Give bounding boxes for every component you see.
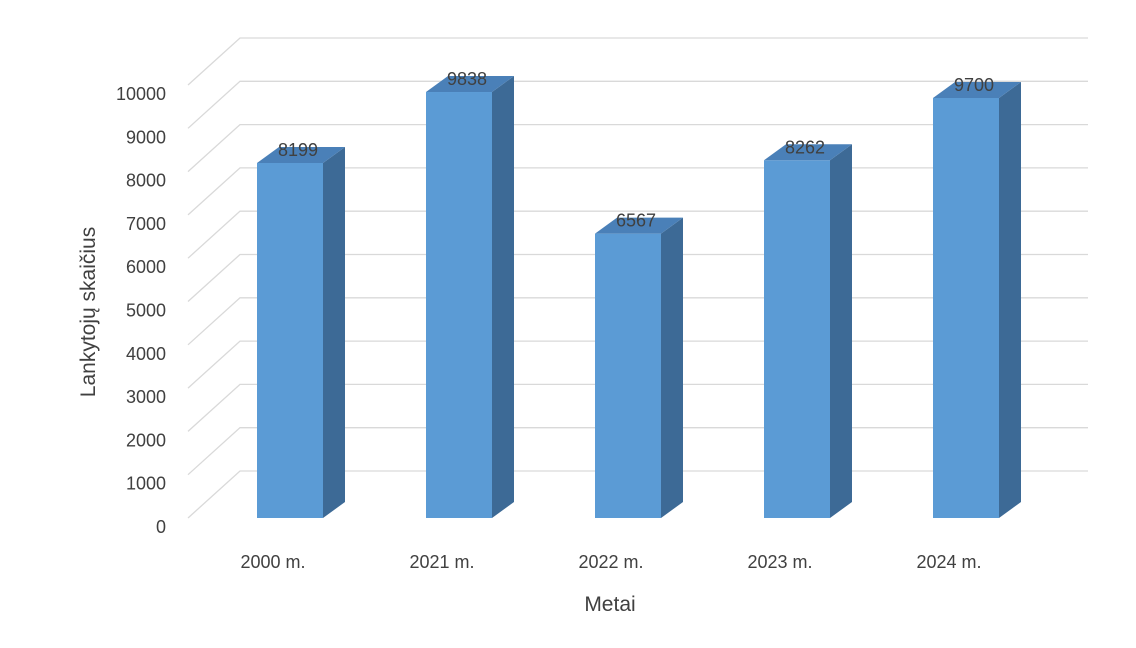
bar-group: [764, 144, 852, 518]
bar-side: [830, 144, 852, 518]
y-tick-label: 8000: [126, 171, 166, 191]
bars: [257, 76, 1021, 519]
y-tick-label: 0: [156, 517, 166, 537]
x-tick-label: 2000 m.: [240, 552, 305, 572]
bar-group: [933, 81, 1021, 519]
bar-side: [323, 146, 345, 518]
y-tick-label: 2000: [126, 430, 166, 450]
bar-top: [933, 81, 1021, 98]
data-label: 6567: [616, 211, 656, 231]
y-tick-label: 6000: [126, 257, 166, 277]
y-tick-label: 5000: [126, 301, 166, 321]
gridline: [187, 123, 1088, 173]
x-tick-label: 2023 m.: [747, 552, 812, 572]
bar-group: [426, 76, 514, 519]
bar-top: [764, 144, 852, 161]
bar: [426, 92, 492, 519]
y-tick-label: 9000: [126, 127, 166, 147]
y-tick-label: 10000: [116, 84, 166, 104]
gridline: [187, 37, 1088, 86]
bar-side: [999, 81, 1021, 519]
x-axis-title: Metai: [584, 593, 635, 616]
data-label: 9700: [954, 75, 994, 95]
bar: [933, 97, 999, 519]
bar-side: [492, 76, 514, 519]
gridlines: [187, 37, 1088, 519]
bar-top: [257, 146, 345, 163]
bar: [595, 233, 661, 518]
bar: [257, 162, 323, 518]
bar-group: [595, 217, 683, 518]
y-axis-ticks: 0 1000 2000 3000 4000 5000 6000 7000 8000 9000 100…: [116, 84, 166, 537]
y-tick-label: 1000: [126, 474, 166, 494]
bar-side: [661, 217, 683, 518]
y-tick-label: 3000: [126, 387, 166, 407]
data-labels: 8199 9838 6567 8262 9700: [278, 69, 994, 231]
data-label: 8199: [278, 140, 318, 160]
bar-top: [595, 217, 683, 234]
x-tick-label: 2024 m.: [916, 552, 981, 572]
x-tick-label: 2022 m.: [578, 552, 643, 572]
data-label: 9838: [447, 69, 487, 89]
gridline: [187, 80, 1088, 129]
bar-group: [257, 146, 345, 518]
y-tick-label: 7000: [126, 214, 166, 234]
y-tick-label: 4000: [126, 344, 166, 364]
y-axis-title: Lankytojų skaičius: [77, 227, 100, 397]
bar: [764, 160, 830, 518]
x-tick-label: 2021 m.: [409, 552, 474, 572]
x-axis-ticks: 2000 m. 2021 m. 2022 m. 2023 m. 2024 m.: [240, 552, 981, 572]
bar-top: [426, 76, 514, 93]
data-label: 8262: [785, 137, 825, 157]
